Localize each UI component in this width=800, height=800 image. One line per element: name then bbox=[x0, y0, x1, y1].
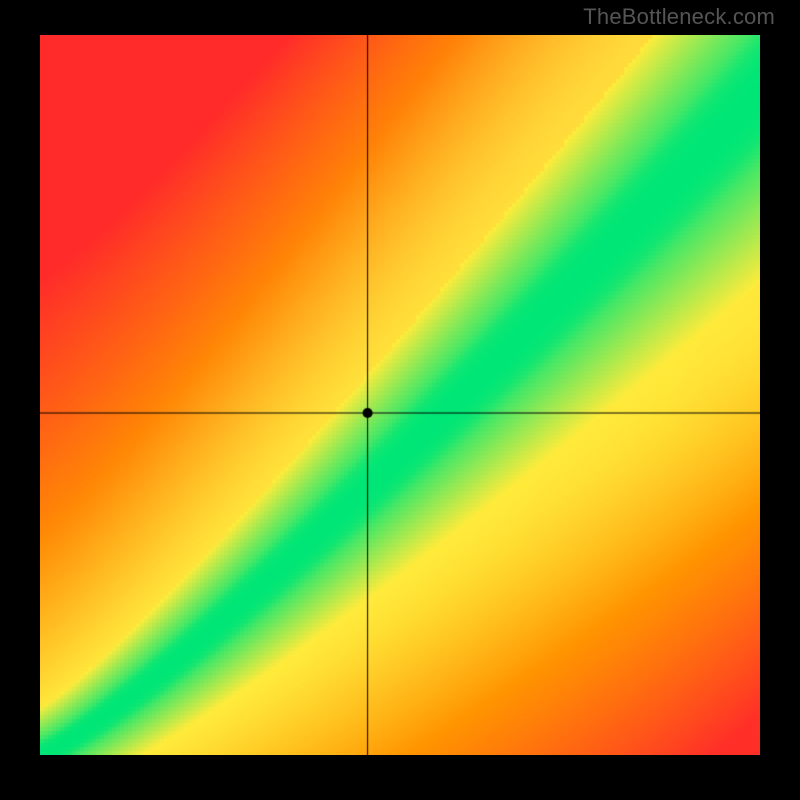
heatmap-canvas bbox=[40, 35, 760, 755]
heatmap-plot-area bbox=[40, 35, 760, 755]
watermark-text: TheBottleneck.com bbox=[583, 4, 775, 30]
chart-container: TheBottleneck.com bbox=[0, 0, 800, 800]
